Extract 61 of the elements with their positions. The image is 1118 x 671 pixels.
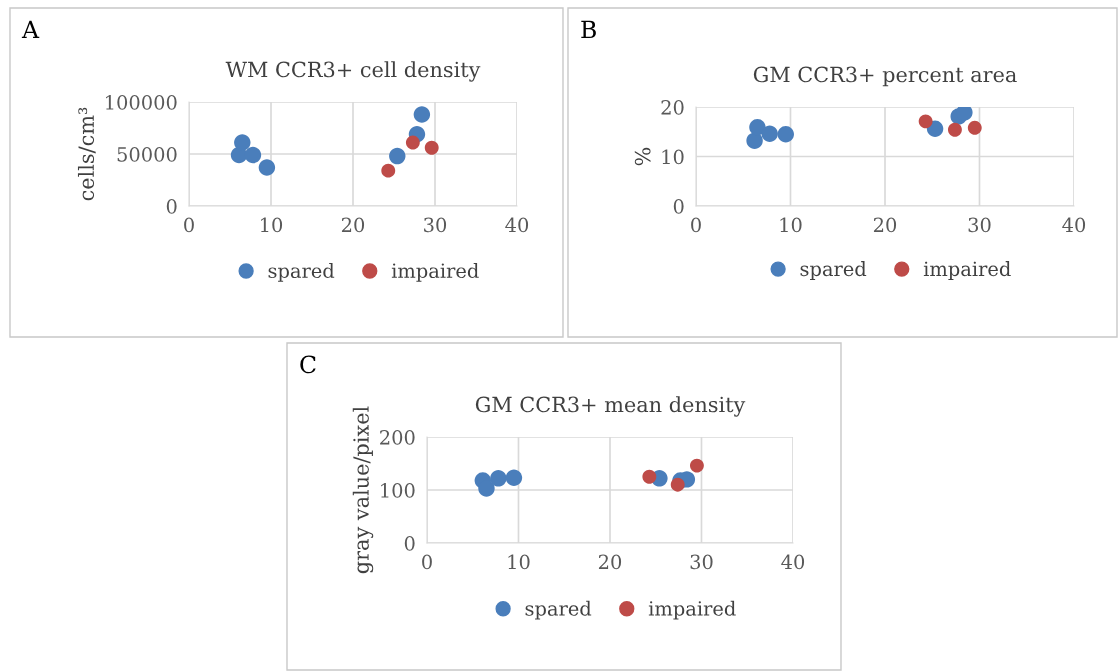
y-tick-label: 0 (404, 535, 415, 551)
x-tick-label: 20 (598, 554, 622, 570)
x-tick-label: 0 (691, 217, 701, 233)
y-axis-title: % (634, 147, 651, 166)
point (918, 114, 933, 129)
point (381, 163, 396, 178)
x-tick-label: 20 (341, 217, 365, 233)
y-tick-label: 50000 (117, 146, 177, 162)
point (670, 477, 685, 492)
point (746, 132, 763, 149)
point (413, 106, 431, 123)
x-tick-label: 30 (424, 217, 447, 233)
y-tick-label: 100000 (106, 94, 177, 110)
point (956, 107, 973, 121)
point (258, 159, 276, 176)
point (490, 470, 507, 487)
x-tick-label: 0 (184, 217, 194, 233)
point (478, 480, 495, 497)
point (947, 122, 962, 137)
point (642, 469, 657, 484)
y-axis-title: gray value/pixel (352, 406, 374, 574)
x-tick-label: 40 (1062, 217, 1086, 233)
point (967, 120, 982, 135)
chart-title: GM CCR3+ mean density (475, 396, 746, 417)
y-tick-label: 0 (673, 198, 684, 214)
point (777, 126, 794, 143)
text: C (300, 355, 316, 374)
text: B (581, 20, 596, 38)
x-tick-label: 40 (781, 554, 805, 570)
y-tick-label: 200 (380, 429, 415, 445)
legend-label: spared (525, 600, 592, 620)
point (749, 119, 766, 136)
text: A (21, 20, 40, 38)
chart-title: GM CCR3+ percent area (753, 66, 1017, 87)
point (689, 458, 704, 473)
point (405, 135, 420, 150)
y-tick-label: 0 (166, 198, 177, 214)
x-tick-label: 20 (873, 217, 897, 233)
x-tick-label: 30 (968, 217, 991, 233)
x-tick-label: 10 (780, 217, 802, 233)
y-tick-label: 20 (661, 99, 684, 115)
y-tick-label: 100 (381, 482, 415, 498)
legend-label: impaired (923, 261, 1011, 280)
x-tick-label: 10 (261, 217, 283, 233)
legend-label: impaired (648, 600, 736, 620)
chart-title: WM CCR3+ cell density (225, 61, 481, 82)
y-tick-label: 10 (662, 149, 684, 165)
point (244, 146, 262, 164)
point (424, 140, 439, 155)
y-axis-title: cells/cm³ (77, 107, 96, 201)
x-tick-label: 30 (690, 554, 713, 570)
point (389, 147, 406, 165)
legend-label: spared (268, 263, 335, 282)
x-tick-label: 0 (422, 554, 432, 570)
legend-label: impaired (391, 263, 479, 282)
point (234, 134, 251, 151)
x-tick-label: 10 (508, 554, 530, 570)
legend-label: spared (800, 261, 867, 280)
point (505, 469, 523, 487)
point (761, 125, 778, 142)
x-tick-label: 40 (505, 217, 529, 233)
